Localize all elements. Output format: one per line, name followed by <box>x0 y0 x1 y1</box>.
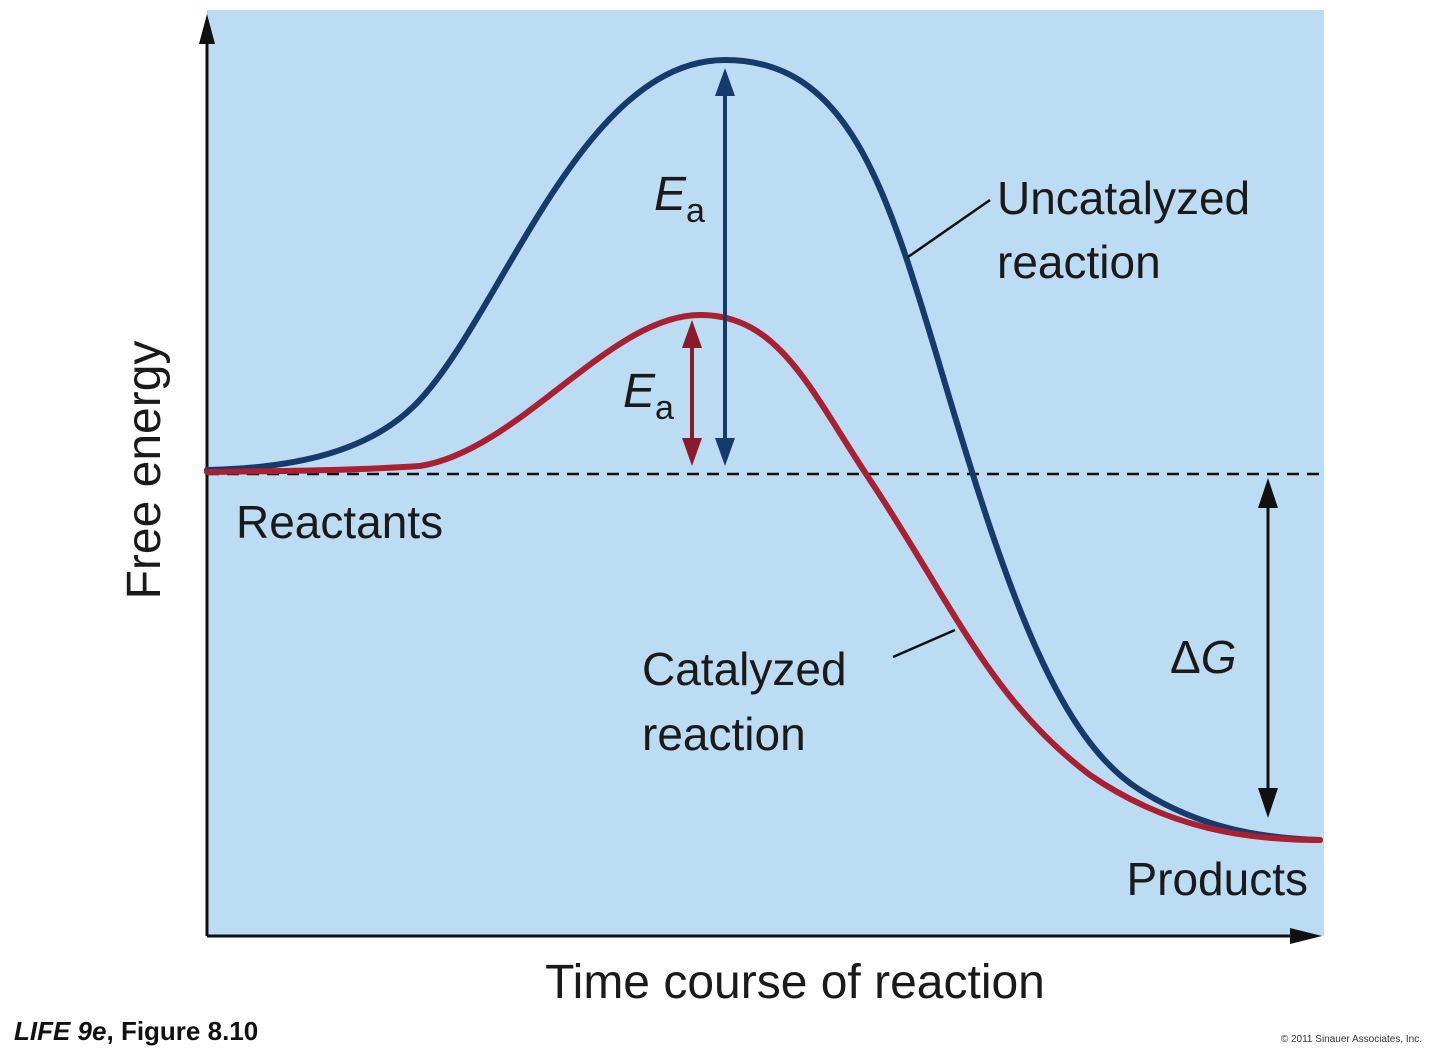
delta-symbol: Δ <box>1170 631 1201 683</box>
caption-book: LIFE 9e <box>14 1016 107 1046</box>
ea-uncatalyzed-label: Ea <box>654 168 705 230</box>
ea-symbol: E <box>623 365 656 418</box>
delta-g-arrow <box>1258 478 1278 818</box>
g-symbol: G <box>1201 631 1237 683</box>
ea-catalyzed-arrow <box>682 320 702 466</box>
catalyzed-label-line1: Catalyzed <box>642 643 847 695</box>
catalyzed-leader-line <box>892 628 956 659</box>
copyright-notice: © 2011 Sinauer Associates, Inc. <box>1280 1034 1422 1045</box>
caption-figure: Figure 8.10 <box>120 1016 259 1046</box>
uncatalyzed-label-line2: reaction <box>997 236 1161 288</box>
reactants-label: Reactants <box>236 496 443 548</box>
ea-subscript: a <box>686 192 705 230</box>
catalyzed-label-line2: reaction <box>642 708 806 760</box>
ea-uncatalyzed-arrow <box>715 68 735 466</box>
y-axis-arrowhead <box>199 14 215 44</box>
caption-separator: , <box>106 1016 121 1046</box>
figure-caption: LIFE 9e, Figure 8.10 <box>14 1016 258 1047</box>
y-axis-label: Free energy <box>118 341 171 600</box>
x-axis-arrowhead <box>1290 928 1322 944</box>
ea-catalyzed-label: Ea <box>623 365 674 427</box>
uncatalyzed-curve <box>204 56 1323 843</box>
uncatalyzed-label-line1: Uncatalyzed <box>997 172 1250 224</box>
catalyzed-curve <box>204 311 1323 843</box>
uncatalyzed-leader-line <box>907 198 991 259</box>
ea-symbol: E <box>654 168 687 221</box>
x-axis-label: Time course of reaction <box>545 956 1045 1009</box>
ea-subscript: a <box>655 389 674 427</box>
products-label: Products <box>1126 853 1308 905</box>
delta-g-label: ΔG <box>1170 631 1237 683</box>
